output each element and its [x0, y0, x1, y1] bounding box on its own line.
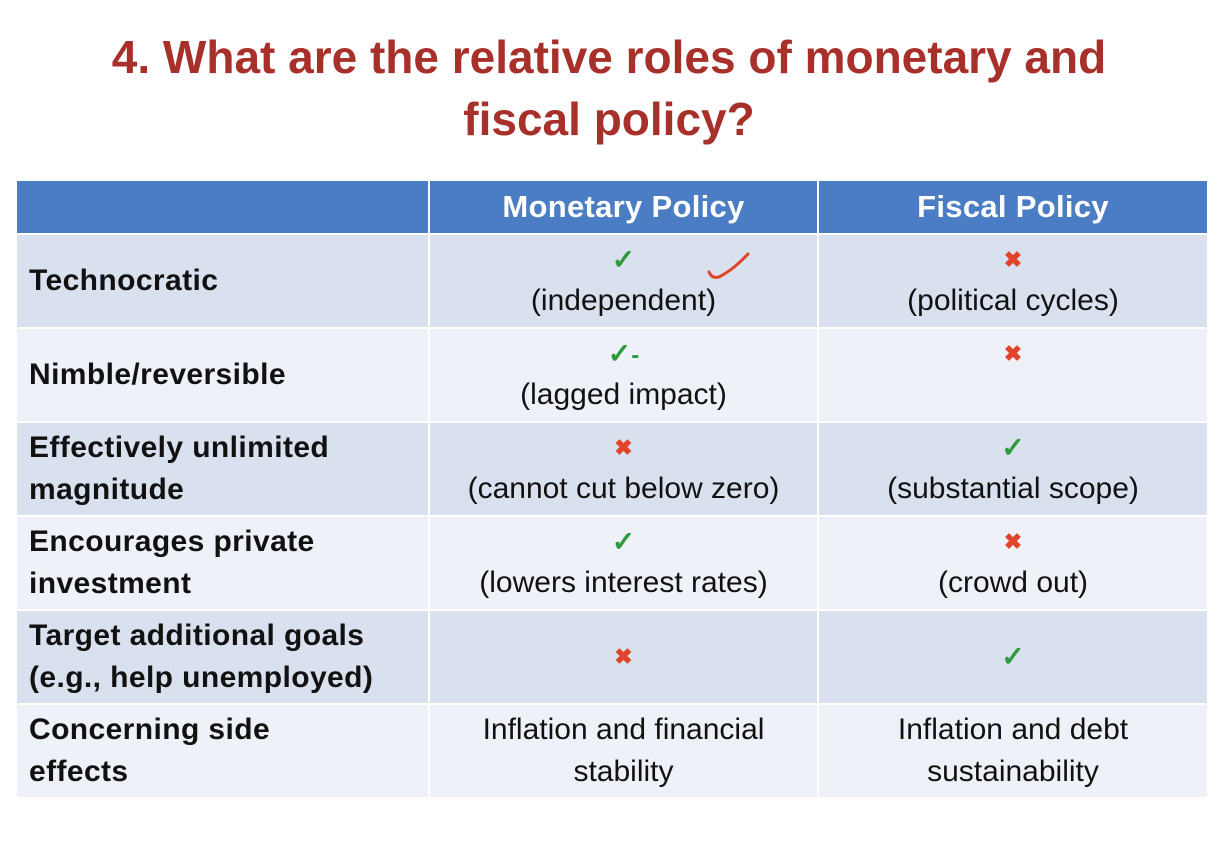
cell-note: (lowers interest rates)	[479, 566, 768, 599]
table-row: Technocratic ✓ (independent) ✖ (politica…	[15, 233, 1209, 329]
row-label: Encourages private investment	[15, 515, 430, 611]
cell-note	[819, 374, 1207, 416]
row-label: Technocratic	[15, 233, 430, 329]
fiscal-cell: ✓	[817, 609, 1209, 705]
row-label: Concerning side effects	[15, 703, 430, 799]
row-label: Nimble/reversible	[15, 327, 430, 423]
comparison-table: Monetary Policy Fiscal Policy Technocrat…	[15, 179, 1209, 799]
row-label-line: Concerning side	[29, 713, 271, 746]
row-label: Target additional goals (e.g., help unem…	[15, 609, 430, 705]
row-label-line: effects	[29, 755, 129, 788]
table-row: Target additional goals (e.g., help unem…	[15, 609, 1209, 705]
cross-icon: ✖	[1003, 529, 1023, 554]
cell-note: (independent)	[530, 284, 717, 317]
row-label-line: Target additional goals	[29, 619, 365, 652]
cell-note: sustainability	[927, 755, 1099, 788]
row-label-line: Technocratic	[29, 264, 219, 297]
cell-note: (cannot cut below zero)	[467, 472, 780, 505]
check-icon: ✓	[1001, 641, 1025, 672]
cross-icon: ✖	[614, 435, 633, 460]
cross-icon: ✖	[614, 644, 633, 669]
cell-note: Inflation and financial	[482, 713, 765, 746]
header-fiscal-policy: Fiscal Policy	[817, 179, 1209, 235]
monetary-cell: ✓- (lagged impact)	[428, 327, 819, 423]
cell-note: (political cycles)	[907, 284, 1119, 317]
cell-note: stability	[573, 755, 674, 788]
table-row: Encourages private investment ✓ (lowers …	[15, 515, 1209, 611]
row-label-line: Effectively unlimited	[29, 431, 330, 464]
check-icon: ✓	[611, 244, 636, 275]
title-line-2: fiscal policy?	[463, 93, 755, 145]
check-icon: ✓	[607, 338, 632, 369]
cell-note: (substantial scope)	[887, 472, 1139, 505]
monetary-cell: ✖ (cannot cut below zero)	[428, 421, 819, 517]
monetary-cell: ✓ (independent)	[428, 233, 819, 329]
table-row: Nimble/reversible ✓- (lagged impact) ✖	[15, 327, 1209, 423]
check-minus-icon: ✓-	[430, 334, 817, 374]
header-empty	[15, 179, 430, 235]
handwritten-check-icon	[707, 252, 750, 279]
cell-note: (lagged impact)	[520, 378, 727, 411]
monetary-cell: ✓ (lowers interest rates)	[428, 515, 819, 611]
row-label-line: Nimble/reversible	[29, 358, 286, 391]
cross-icon: ✖	[1003, 341, 1023, 366]
check-icon: ✓	[611, 526, 636, 557]
title-line-1: 4. What are the relative roles of moneta…	[111, 31, 1107, 83]
monetary-cell: Inflation and financial stability	[428, 703, 819, 799]
cell-note: Inflation and debt	[897, 713, 1129, 746]
row-label-line: Encourages private	[29, 525, 315, 558]
fiscal-cell: ✖ (crowd out)	[817, 515, 1209, 611]
row-label-line: investment	[29, 567, 192, 600]
fiscal-cell: Inflation and debt sustainability	[817, 703, 1209, 799]
slide-title: 4. What are the relative roles of moneta…	[0, 26, 1218, 150]
fiscal-cell: ✖ (political cycles)	[817, 233, 1209, 329]
table-header-row: Monetary Policy Fiscal Policy	[15, 179, 1209, 235]
table-row: Effectively unlimited magnitude ✖ (canno…	[15, 421, 1209, 517]
monetary-cell: ✖	[428, 609, 819, 705]
row-label-line: (e.g., help unemployed)	[29, 661, 374, 694]
cell-note: (crowd out)	[937, 566, 1089, 599]
fiscal-cell: ✖	[817, 327, 1209, 423]
table-row: Concerning side effects Inflation and fi…	[15, 703, 1209, 799]
check-icon: ✓	[1001, 432, 1025, 463]
header-monetary-policy: Monetary Policy	[428, 179, 819, 235]
row-label-line: magnitude	[29, 473, 185, 506]
row-label: Effectively unlimited magnitude	[15, 421, 430, 517]
fiscal-cell: ✓ (substantial scope)	[817, 421, 1209, 517]
minus-sign: -	[631, 342, 640, 369]
cross-icon: ✖	[1003, 247, 1023, 272]
